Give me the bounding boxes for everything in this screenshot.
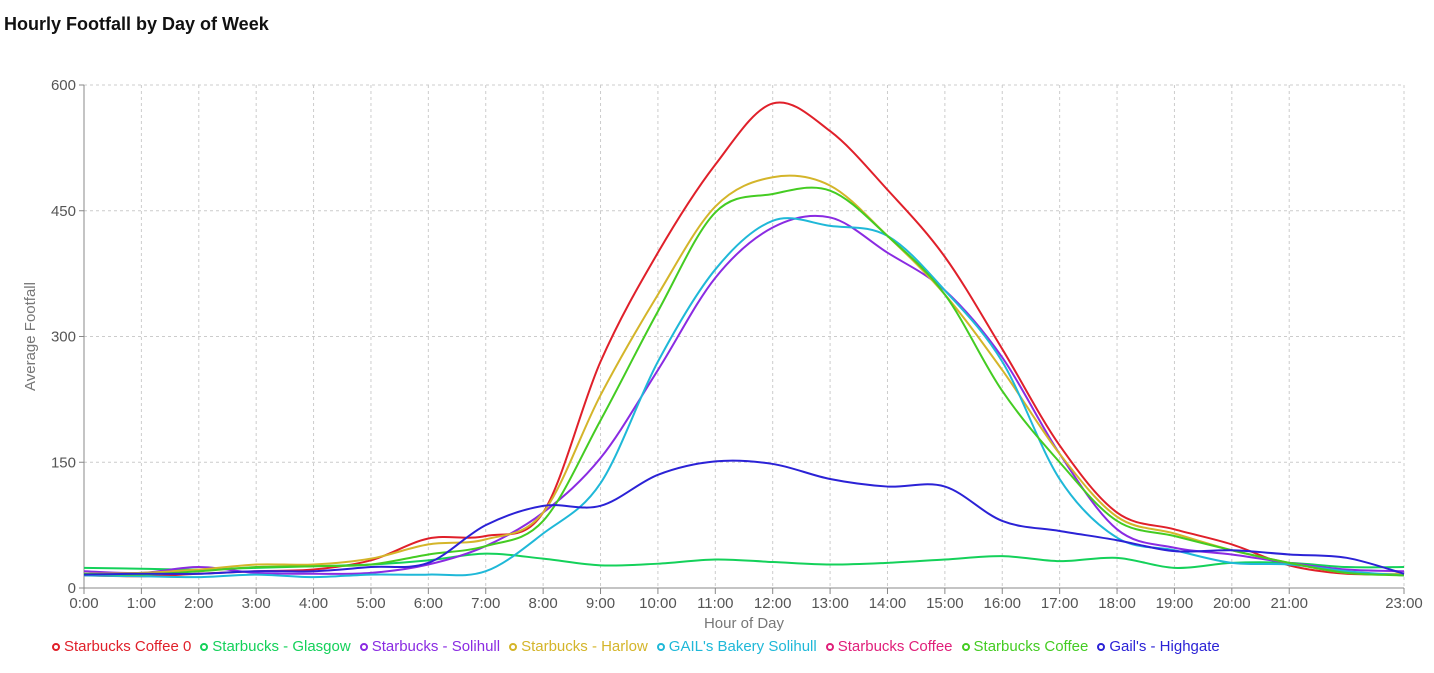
x-tick-label: 18:00 — [1098, 595, 1136, 612]
legend-item[interactable]: Gail's - Highgate — [1097, 638, 1220, 656]
legend-marker-icon — [656, 643, 665, 651]
series-line — [83, 186, 1405, 577]
x-tick-label: 20:00 — [1213, 595, 1251, 612]
legend-label: Gail's - Highgate — [1109, 638, 1220, 655]
legend-item[interactable]: Starbucks - Solihull — [359, 638, 501, 656]
legend-marker-icon — [359, 643, 368, 651]
series-line — [83, 174, 1405, 575]
x-tick-label: 8:00 — [529, 595, 558, 612]
legend-label: Starbucks - Glasgow — [212, 638, 351, 655]
legend-label: Starbucks Coffee — [837, 638, 953, 655]
legend-marker-icon — [961, 643, 970, 651]
y-tick-label: 0 — [68, 580, 76, 597]
legend-marker-icon — [509, 643, 518, 651]
x-tick-label: 13:00 — [811, 595, 849, 612]
x-tick-label: 19:00 — [1156, 595, 1194, 612]
x-tick-label: 2:00 — [184, 595, 213, 612]
legend-marker-icon — [200, 643, 209, 651]
series-line — [83, 459, 1405, 576]
x-tick-label: 12:00 — [754, 595, 792, 612]
x-tick-label: 9:00 — [586, 595, 615, 612]
x-tick-label: 5:00 — [356, 595, 385, 612]
y-axis-label: Average Footfall — [22, 282, 39, 391]
legend-label: GAIL's Bakery Solihull — [668, 638, 817, 655]
legend-item[interactable]: GAIL's Bakery Solihull — [656, 638, 817, 656]
x-tick-label: 16:00 — [983, 595, 1021, 612]
x-tick-label: 23:00 — [1385, 595, 1423, 612]
legend-label: Starbucks Coffee 0 — [64, 638, 192, 655]
x-axis-label: Hour of Day — [704, 615, 785, 632]
x-tick-label: 1:00 — [127, 595, 156, 612]
y-tick-label: 150 — [51, 454, 76, 471]
legend-label: Starbucks - Harlow — [521, 638, 648, 655]
legend-item[interactable]: Starbucks Coffee — [825, 638, 953, 656]
x-tick-label: 14:00 — [869, 595, 907, 612]
legend-label: Starbucks - Solihull — [371, 638, 501, 655]
x-tick-label: 7:00 — [471, 595, 500, 612]
x-tick-label: 0:00 — [69, 595, 98, 612]
x-tick-label: 3:00 — [242, 595, 271, 612]
y-tick-label: 600 — [51, 77, 76, 94]
y-tick-label: 450 — [51, 203, 76, 220]
x-tick-label: 4:00 — [299, 595, 328, 612]
x-tick-label: 11:00 — [697, 595, 733, 612]
x-tick-label: 21:00 — [1270, 595, 1308, 612]
chart-title: Hourly Footfall by Day of Week — [4, 14, 269, 34]
series-line — [83, 217, 1405, 579]
series-line — [83, 214, 1405, 575]
series-line — [83, 101, 1405, 578]
legend-item[interactable]: Starbucks - Glasgow — [200, 638, 351, 656]
y-tick-label: 300 — [51, 329, 76, 346]
legend-item[interactable]: Starbucks Coffee 0 — [52, 638, 191, 656]
legend: Starbucks Coffee 0 Starbucks - Glasgow Sta… — [52, 638, 1220, 656]
legend-marker-icon — [825, 643, 834, 651]
x-tick-label: 10:00 — [639, 595, 677, 612]
x-tick-label: 6:00 — [414, 595, 443, 612]
legend-marker-icon — [52, 643, 60, 651]
legend-item[interactable]: Starbucks Coffee — [961, 638, 1089, 656]
legend-label: Starbucks Coffee — [973, 638, 1089, 655]
legend-item[interactable]: Starbucks - Harlow — [509, 638, 648, 656]
x-tick-label: 17:00 — [1041, 595, 1079, 612]
x-tick-label: 15:00 — [926, 595, 964, 612]
legend-marker-icon — [1097, 643, 1106, 651]
